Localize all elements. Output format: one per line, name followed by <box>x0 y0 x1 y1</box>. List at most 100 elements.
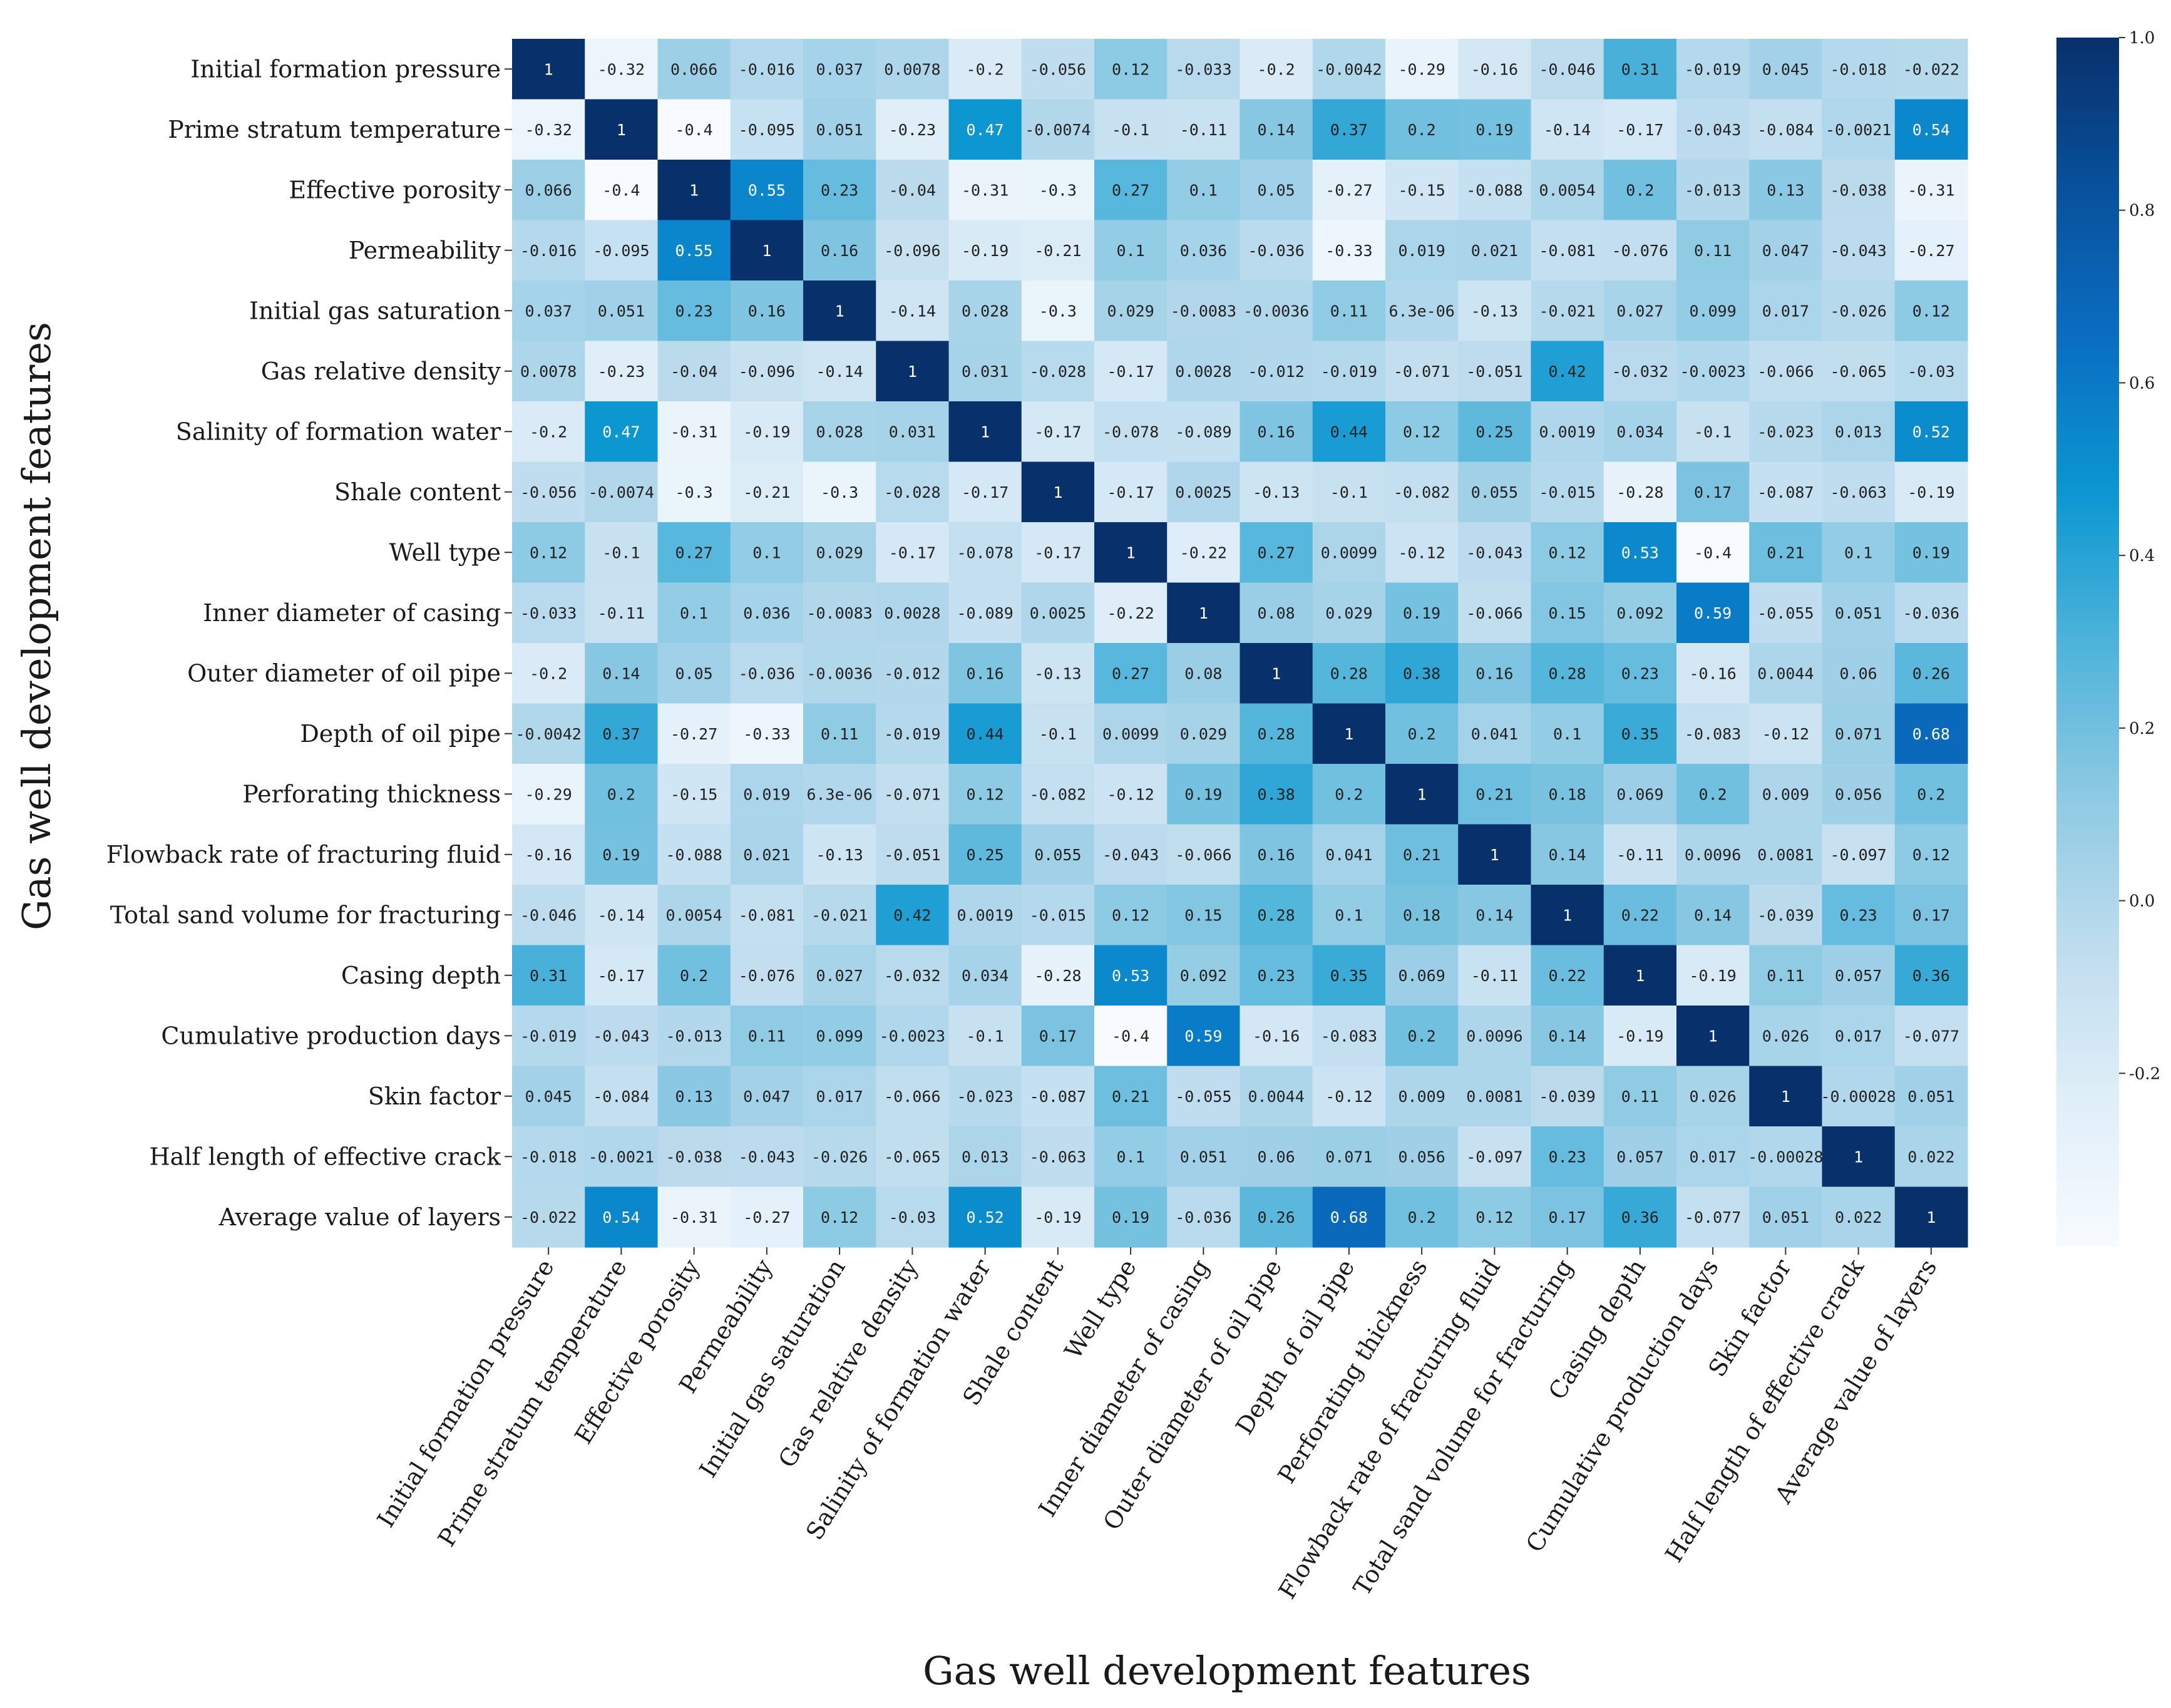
heatmap-cell <box>730 824 804 885</box>
heatmap-cell <box>1894 99 1968 160</box>
cell-value-label: 0.029 <box>1180 725 1227 743</box>
heatmap-cell <box>657 220 731 281</box>
cell-value-label: 0.55 <box>748 181 786 199</box>
heatmap-cell <box>1239 1066 1313 1127</box>
cell-value-label: 0.029 <box>1325 604 1372 622</box>
cell-value-label: -0.19 <box>1616 1027 1663 1045</box>
heatmap-cell <box>1312 341 1386 402</box>
cell-value-label: 0.68 <box>1330 1208 1368 1227</box>
heatmap-cell <box>876 945 950 1006</box>
cell-value-label: 0.14 <box>1694 906 1732 924</box>
cell-value-label: -0.16 <box>525 846 572 864</box>
cell-value-label: 0.2 <box>1626 181 1654 199</box>
cell-value-label: 0.028 <box>816 423 863 441</box>
heatmap-cell <box>1094 703 1168 764</box>
cell-value-label: -0.23 <box>889 121 936 139</box>
heatmap-cell <box>1603 582 1677 644</box>
heatmap-cell <box>803 1066 876 1127</box>
cell-value-label: 0.056 <box>1398 1148 1445 1166</box>
heatmap-cell <box>730 39 804 100</box>
heatmap-cell <box>876 1186 950 1248</box>
cell-value-label: 0.23 <box>1258 967 1295 985</box>
cell-value-label: -0.096 <box>739 363 795 381</box>
heatmap-cell <box>585 461 659 523</box>
cell-value-label: 0.42 <box>893 906 931 924</box>
heatmap-cell <box>803 160 876 221</box>
cell-value-label: 1 <box>1926 1208 1936 1227</box>
cell-value-label: -0.082 <box>1030 785 1086 803</box>
cell-value-label: 0.0096 <box>1685 846 1741 864</box>
heatmap-cell <box>1385 39 1459 100</box>
heatmap-cell <box>1603 99 1677 160</box>
cell-value-label: 0.06 <box>1840 664 1877 682</box>
cell-value-label: 0.14 <box>1549 1027 1586 1045</box>
cell-value-label: -0.043 <box>593 1027 649 1045</box>
heatmap-cell <box>1603 280 1677 342</box>
y-tick-label-outer-diameter-of-oil-pipe: Outer diameter of oil pipe <box>187 659 501 687</box>
heatmap-cell <box>585 824 659 885</box>
cell-value-label: 0.066 <box>525 181 572 199</box>
cell-value-label: 0.47 <box>967 121 1004 139</box>
heatmap-cell <box>1312 461 1386 523</box>
heatmap-cell <box>1021 885 1095 946</box>
heatmap-cell <box>657 401 731 463</box>
cell-value-label: 0.12 <box>1549 543 1586 562</box>
heatmap-cell <box>1894 885 1968 946</box>
heatmap-cell <box>1094 582 1168 644</box>
cell-value-label: -0.33 <box>743 725 790 743</box>
cell-value-label: -0.19 <box>1689 967 1736 985</box>
heatmap-cell <box>512 401 585 463</box>
y-tick-label-initial-gas-saturation: Initial gas saturation <box>249 297 501 324</box>
heatmap-cell <box>1312 522 1386 584</box>
heatmap-cell <box>1385 1126 1459 1188</box>
cell-value-label: 0.066 <box>670 60 717 78</box>
cell-value-label: -0.13 <box>1253 483 1300 502</box>
cell-value-label: -0.27 <box>1907 242 1954 260</box>
cell-value-label: -0.15 <box>1398 181 1445 199</box>
heatmap-cell <box>1676 522 1750 584</box>
cell-value-label: -0.013 <box>665 1027 722 1045</box>
cell-value-label: 0.019 <box>1398 242 1445 260</box>
heatmap-cell <box>1385 401 1459 463</box>
heatmap-cell <box>1676 764 1750 825</box>
heatmap-cell <box>948 885 1022 946</box>
cell-value-label: -0.038 <box>665 1148 722 1166</box>
heatmap-cell <box>1603 945 1677 1006</box>
cell-value-label: -0.17 <box>1107 363 1154 381</box>
cell-value-label: -0.056 <box>1030 60 1086 78</box>
heatmap-cell <box>730 764 804 825</box>
heatmap-cell <box>730 160 804 221</box>
cell-value-label: 0.13 <box>1767 181 1804 199</box>
heatmap-cell <box>1021 643 1095 704</box>
colorbar-tick-label: 0.2 <box>2129 719 2155 738</box>
heatmap-cell <box>1385 341 1459 402</box>
cell-value-label: -0.071 <box>1393 363 1450 381</box>
cell-value-label: -0.1 <box>602 543 640 562</box>
y-tick-label-half-length-of-effective-crack: Half length of effective crack <box>149 1143 501 1170</box>
heatmap-cell <box>1167 885 1241 946</box>
x-tick-label-initial-gas-saturation: Initial gas saturation <box>694 1254 850 1482</box>
heatmap-cell <box>1167 1066 1241 1127</box>
heatmap-cell <box>657 945 731 1006</box>
cell-value-label: -0.3 <box>1039 181 1077 199</box>
heatmap-cell <box>1531 220 1604 281</box>
cell-value-label: -0.023 <box>957 1088 1013 1106</box>
cell-value-label: -0.16 <box>1253 1027 1300 1045</box>
cell-value-label: -0.11 <box>1180 121 1227 139</box>
cell-value-label: 0.28 <box>1258 906 1295 924</box>
cell-value-label: -0.032 <box>884 967 940 985</box>
cell-value-label: 0.1 <box>1844 543 1872 562</box>
heatmap-cell <box>1894 764 1968 825</box>
heatmap-cell <box>1603 522 1677 584</box>
heatmap-cell <box>1167 1186 1241 1248</box>
cell-value-label: -0.026 <box>1830 302 1886 320</box>
cell-value-label: 0.28 <box>1258 725 1295 743</box>
heatmap-cell <box>1312 99 1386 160</box>
heatmap-cell <box>1676 99 1750 160</box>
heatmap-cell <box>948 401 1022 463</box>
heatmap-cell <box>1094 341 1168 402</box>
cell-value-label: 0.0028 <box>884 604 940 622</box>
heatmap-cell <box>1894 39 1968 100</box>
heatmap-cell <box>585 703 659 764</box>
